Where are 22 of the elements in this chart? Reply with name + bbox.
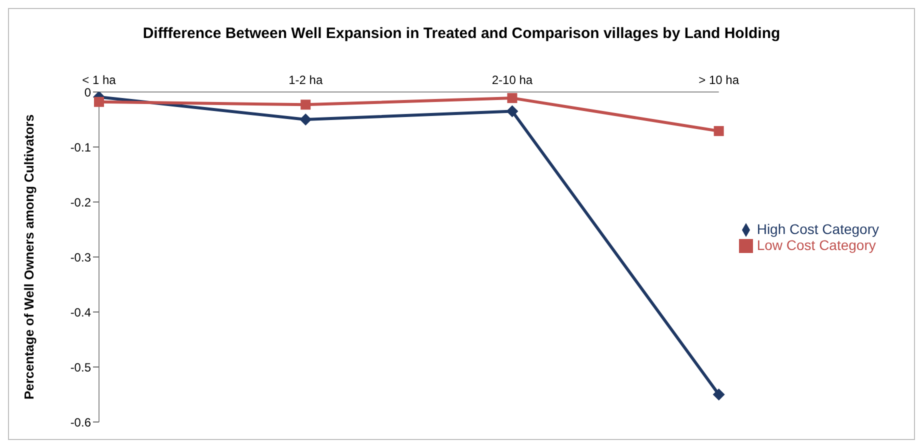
point <box>94 96 104 107</box>
chart-title: Diffference Between Well Expansion in Treated and Comparison villages by Land Holding <box>142 24 782 42</box>
legend-label: High Cost Category <box>756 220 879 237</box>
x-tick-label: < 1 ha <box>82 73 116 87</box>
y-tick-label: 0 <box>84 85 92 100</box>
point <box>714 126 724 136</box>
x-tick-label: > 10 ha <box>698 73 740 87</box>
y-tick-label: -0.3 <box>70 250 92 264</box>
y-tick-label: -0.2 <box>70 195 92 210</box>
point <box>712 388 725 400</box>
point <box>507 93 518 104</box>
point <box>300 100 311 110</box>
y-tick-label: -0.1 <box>70 140 92 154</box>
x-tick-label: 1-2 ha <box>288 73 323 87</box>
point <box>506 105 518 118</box>
x-tick-label: 2-10 ha <box>492 73 533 87</box>
legend-label: Low Cost Category <box>756 237 876 253</box>
point <box>300 114 312 126</box>
y-axis-title: Percentage of Well Owners among Cultivators <box>22 114 37 400</box>
y-tick-label: -0.4 <box>70 305 92 320</box>
y-tick-label: -0.5 <box>70 360 92 374</box>
y-tick-label: -0.6 <box>70 415 92 430</box>
